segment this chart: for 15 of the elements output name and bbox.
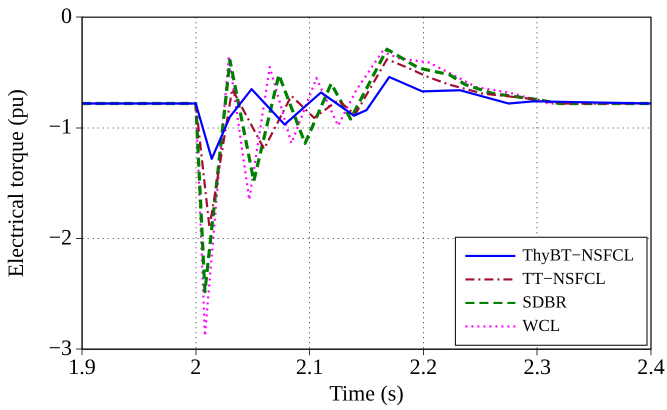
x-axis-title: Time (s)	[329, 380, 404, 406]
y-tick-label: −1	[48, 114, 72, 139]
legend-label: SDBR	[522, 292, 568, 312]
x-tick-label: 2.4	[637, 354, 665, 380]
x-tick-label: 2.2	[410, 354, 438, 380]
legend-label: WCL	[522, 316, 560, 335]
legend-label: TT−NSFCL	[522, 268, 606, 288]
y-axis-title: Electrical torque (pu)	[2, 89, 28, 278]
y-tick-label: 0	[61, 2, 72, 28]
x-tick-label: 2	[190, 354, 202, 380]
line-series	[82, 48, 651, 294]
x-tick-label: 2.1	[296, 354, 324, 380]
x-tick-label: 2.3	[523, 354, 551, 380]
legend-label: ThyBT−NSFCL	[522, 245, 634, 264]
y-tick-label: −2	[48, 224, 72, 250]
